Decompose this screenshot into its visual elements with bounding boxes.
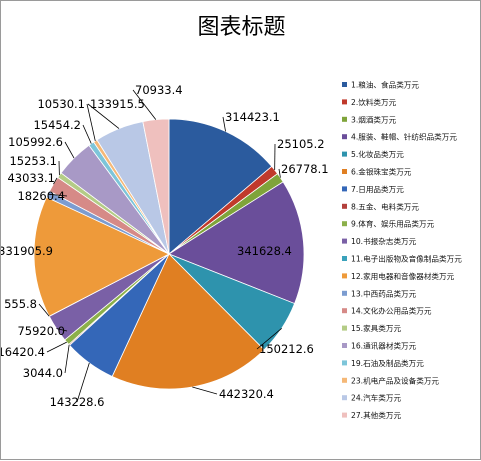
legend-label-18: 23.机电产品及设备类万元	[351, 375, 439, 385]
legend-label-17: 19.石油及制品类万元	[351, 358, 424, 368]
data-label-13: 18260.4	[17, 189, 65, 203]
legend-swatch-14	[342, 308, 347, 313]
legend-label-11: 11.电子出版物及音像制品类万元	[351, 254, 462, 264]
legend-label-16: 16.通讯器材类万元	[351, 341, 417, 351]
data-label-4: 341628.4	[237, 244, 292, 258]
legend-swatch-13	[342, 291, 347, 296]
data-label-6: 442320.4	[219, 387, 274, 401]
data-label-1: 314423.1	[225, 110, 280, 124]
legend-swatch-20	[342, 413, 347, 418]
legend-swatch-9	[342, 221, 347, 226]
legend-swatch-3	[342, 117, 347, 122]
legend-label-3: 3.烟酒类万元	[351, 114, 397, 124]
data-label-14: 43033.1	[7, 171, 55, 185]
leader-line-6	[192, 387, 217, 394]
legend-swatch-5	[342, 152, 347, 157]
legend-swatch-19	[342, 395, 347, 400]
legend-swatch-6	[342, 169, 347, 174]
data-label-9: 16420.4	[1, 345, 45, 359]
legend-swatch-10	[342, 239, 347, 244]
data-label-11: 555.8	[4, 297, 37, 311]
leader-line-9	[47, 342, 67, 352]
legend-label-6: 6.金银珠宝类万元	[351, 167, 412, 177]
data-label-17: 15454.2	[33, 118, 81, 132]
leader-line-8	[65, 345, 69, 373]
legend-label-15: 15.家具类万元	[351, 323, 401, 333]
leader-line-16	[65, 142, 74, 158]
legend-swatch-17	[342, 360, 347, 365]
legend-label-1: 1.粮油、食品类万元	[351, 80, 419, 90]
legend-label-13: 13.中西药品类万元	[351, 288, 417, 298]
data-label-18: 10530.1	[37, 97, 85, 111]
legend-swatch-2	[342, 99, 347, 104]
legend-swatch-4	[342, 134, 347, 139]
data-label-3: 26778.1	[281, 162, 329, 176]
data-label-20: 70933.4	[135, 83, 183, 97]
legend-swatch-16	[342, 343, 347, 348]
legend-swatch-15	[342, 326, 347, 331]
legend-label-12: 12.家用电器和音像器材类万元	[351, 271, 455, 281]
legend-swatch-7	[342, 186, 347, 191]
legend-label-8: 8.五金、电料类万元	[351, 201, 419, 211]
legend-label-9: 9.体育、娱乐用品类万元	[351, 219, 435, 229]
legend-label-7: 7.日用品类万元	[351, 184, 404, 194]
legend-label-5: 5.化妆品类万元	[351, 149, 404, 159]
data-label-8: 3044.0	[23, 366, 63, 380]
data-label-16: 105992.6	[8, 135, 63, 149]
data-label-10: 75920.0	[17, 324, 65, 338]
legend-swatch-1	[342, 82, 347, 87]
legend-swatch-12	[342, 273, 347, 278]
leader-line-17	[83, 125, 91, 144]
data-label-19: 133915.5	[90, 97, 145, 111]
data-label-12: 331905.9	[1, 244, 53, 258]
data-label-2: 25105.2	[277, 137, 325, 151]
legend-label-2: 2.饮料类万元	[351, 97, 397, 107]
legend-label-20: 27.其他类万元	[351, 410, 401, 420]
legend-label-14: 14.文化办公用品类万元	[351, 306, 432, 316]
legend-label-4: 4.服装、鞋帽、针纺织品类万元	[351, 132, 457, 142]
data-label-7: 143228.6	[50, 395, 105, 409]
legend-swatch-11	[342, 256, 347, 261]
legend-label-10: 10.书报杂志类万元	[351, 236, 417, 246]
data-label-5: 150212.6	[259, 342, 314, 356]
legend-swatch-18	[342, 378, 347, 383]
legend-swatch-8	[342, 204, 347, 209]
data-label-15: 15253.1	[9, 154, 57, 168]
legend-label-19: 24.汽车类万元	[351, 393, 401, 403]
